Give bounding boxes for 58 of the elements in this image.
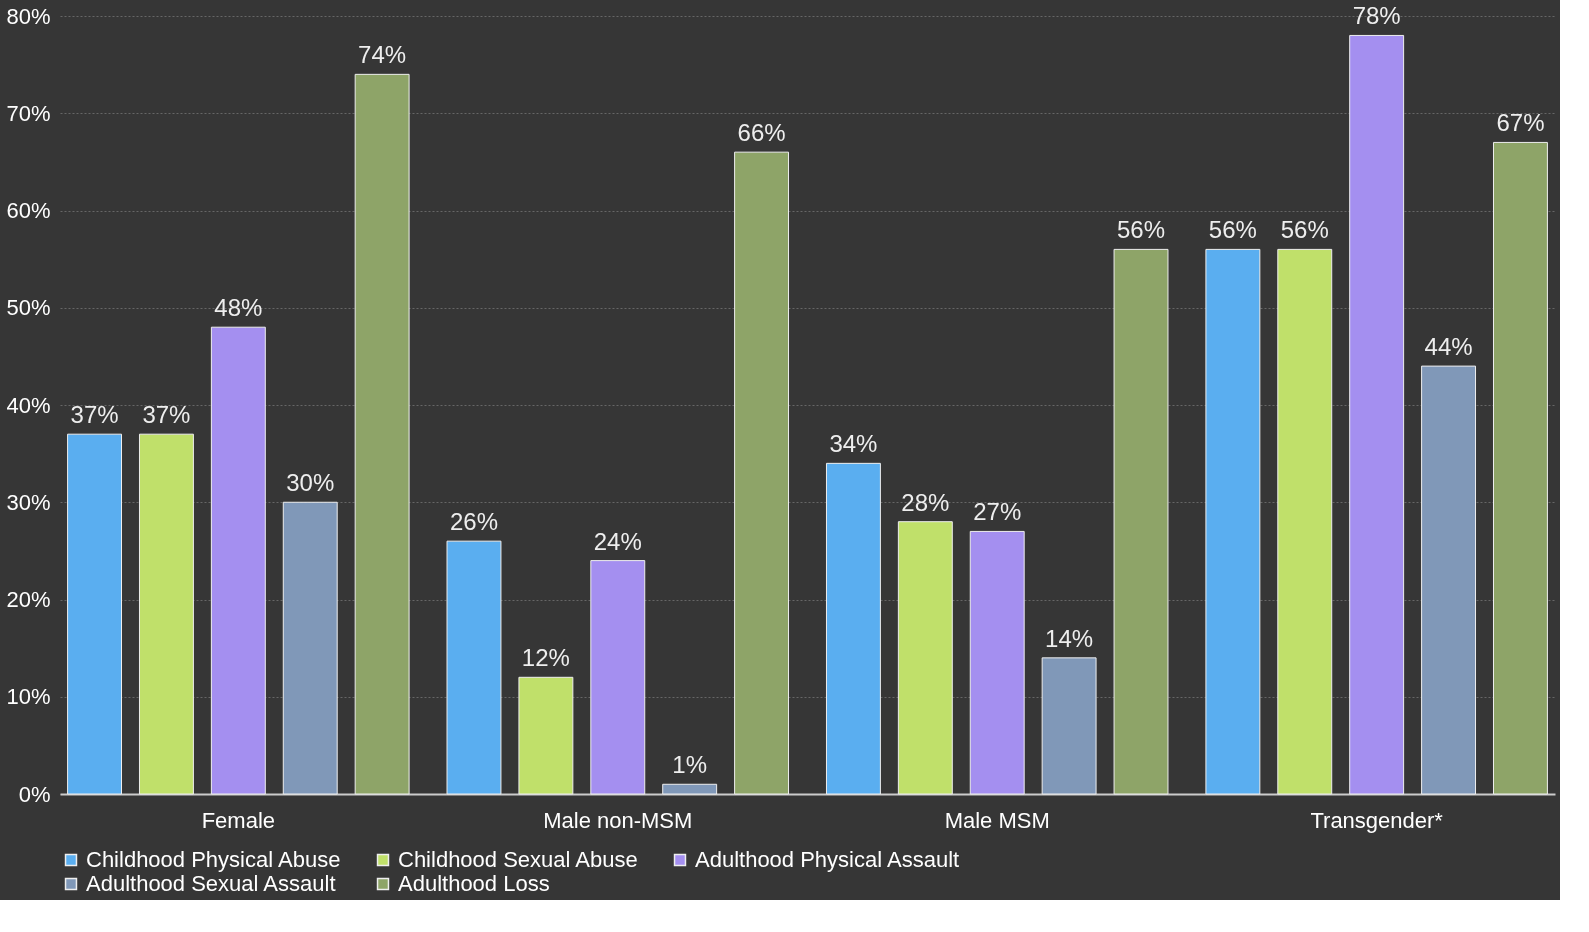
bar xyxy=(1492,141,1548,795)
bar xyxy=(282,501,338,795)
data-label: 24% xyxy=(593,527,642,555)
bar xyxy=(1113,248,1169,795)
bar xyxy=(67,433,123,795)
x-tick-label: Male MSM xyxy=(944,807,1050,833)
data-label: 67% xyxy=(1496,109,1545,137)
data-label: 44% xyxy=(1424,333,1473,361)
y-tick-label: 50% xyxy=(6,295,51,321)
y-tick-label: 70% xyxy=(6,100,51,126)
data-label: 28% xyxy=(901,488,950,516)
data-label: 30% xyxy=(286,469,335,497)
bar xyxy=(897,521,953,795)
bar xyxy=(969,530,1025,795)
data-label: 27% xyxy=(973,498,1022,526)
bar xyxy=(662,783,718,795)
bar xyxy=(825,462,881,795)
data-label: 56% xyxy=(1116,216,1166,244)
bar xyxy=(354,73,410,795)
bar xyxy=(1349,34,1405,795)
legend-label: Childhood Physical Abuse xyxy=(86,847,341,872)
y-tick-label: 0% xyxy=(18,781,51,807)
legend-label: Adulthood Loss xyxy=(398,871,550,896)
data-label: 12% xyxy=(521,644,570,672)
y-tick-label: 60% xyxy=(6,198,51,223)
data-label: 74% xyxy=(358,41,407,69)
bar xyxy=(1277,248,1333,795)
data-label: 37% xyxy=(70,401,119,429)
bar xyxy=(590,560,646,795)
x-tick-label: Male non-MSM xyxy=(543,807,693,833)
y-tick-label: 30% xyxy=(6,489,51,515)
y-tick-label: 20% xyxy=(6,587,51,612)
y-tick-label: 40% xyxy=(6,392,51,418)
x-tick-label: Female xyxy=(201,807,276,833)
y-tick-label: 10% xyxy=(6,684,51,710)
x-tick-label: Transgender* xyxy=(1310,807,1444,833)
data-label: 37% xyxy=(142,401,191,429)
bar xyxy=(734,151,790,795)
bar xyxy=(1041,657,1097,795)
data-label: 1% xyxy=(672,751,708,779)
bar xyxy=(1205,248,1261,795)
data-label: 26% xyxy=(449,508,499,536)
data-label: 56% xyxy=(1280,216,1329,244)
bar xyxy=(210,326,266,795)
bar xyxy=(446,540,502,795)
data-label: 56% xyxy=(1208,216,1257,244)
legend-label: Adulthood Sexual Assault xyxy=(86,871,336,896)
data-label: 66% xyxy=(737,119,786,147)
data-label: 78% xyxy=(1352,2,1401,30)
bar xyxy=(138,433,194,795)
legend-label: Childhood Sexual Abuse xyxy=(398,847,638,872)
legend-label: Adulthood Physical Assault xyxy=(695,847,960,872)
data-label: 48% xyxy=(214,294,263,322)
data-label: 34% xyxy=(829,430,878,458)
y-tick-label: 80% xyxy=(6,3,51,29)
bar xyxy=(1421,365,1477,795)
bar xyxy=(518,676,574,795)
data-label: 14% xyxy=(1045,624,1094,652)
